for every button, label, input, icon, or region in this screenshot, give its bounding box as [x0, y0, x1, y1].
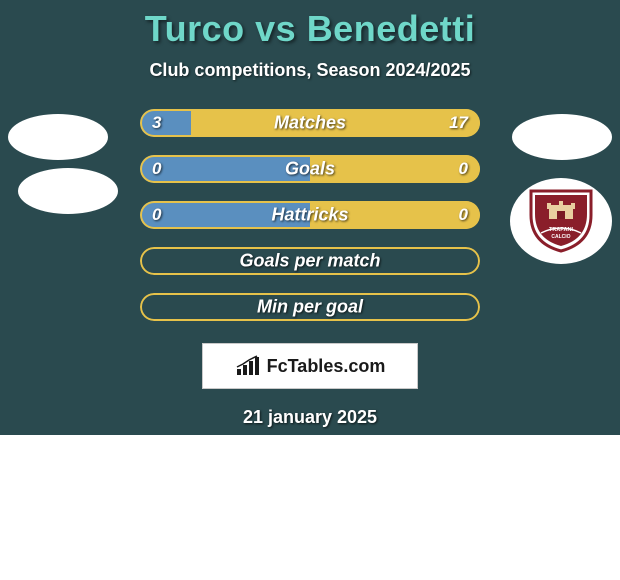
page-title: Turco vs Benedetti	[0, 8, 620, 50]
snapshot-date: 21 january 2025	[0, 407, 620, 428]
stat-fill-right	[310, 155, 480, 183]
stat-row: Goals 0 0	[140, 155, 480, 183]
brand-text: FcTables.com	[267, 356, 386, 377]
vs-text: vs	[255, 8, 296, 49]
player2-club-badge: TRAPANI CALCIO	[510, 178, 612, 264]
svg-text:TRAPANI: TRAPANI	[549, 227, 574, 233]
stat-label: Hattricks	[271, 205, 348, 226]
player1-name: Turco	[145, 8, 245, 49]
stat-value-right: 0	[459, 159, 468, 179]
stat-label: Goals	[285, 159, 335, 180]
stat-value-left: 0	[152, 205, 161, 225]
brand-chart-icon	[235, 355, 261, 377]
stat-row: Goals per match	[140, 247, 480, 275]
stat-fill-left	[140, 109, 191, 137]
stat-row: Min per goal	[140, 293, 480, 321]
comparison-card: Turco vs Benedetti Club competitions, Se…	[0, 0, 620, 428]
stat-value-left: 0	[152, 159, 161, 179]
stat-value-right: 17	[449, 113, 468, 133]
stats-container: Matches 3 17 Goals 0 0 Hattricks 0 0 Goals per ma…	[140, 109, 480, 321]
player1-avatar	[8, 114, 108, 160]
stat-row: Hattricks 0 0	[140, 201, 480, 229]
player1-club-placeholder	[18, 168, 118, 214]
brand-badge: FcTables.com	[202, 343, 418, 389]
stat-label: Min per goal	[257, 297, 363, 318]
stat-label: Matches	[274, 113, 346, 134]
stat-label: Goals per match	[239, 251, 380, 272]
subtitle: Club competitions, Season 2024/2025	[0, 60, 620, 81]
stat-value-left: 3	[152, 113, 161, 133]
svg-text:CALCIO: CALCIO	[551, 234, 570, 240]
player2-name: Benedetti	[307, 8, 476, 49]
stat-value-right: 0	[459, 205, 468, 225]
stat-row: Matches 3 17	[140, 109, 480, 137]
player2-avatar	[512, 114, 612, 160]
club-shield-icon: TRAPANI CALCIO	[527, 189, 595, 253]
